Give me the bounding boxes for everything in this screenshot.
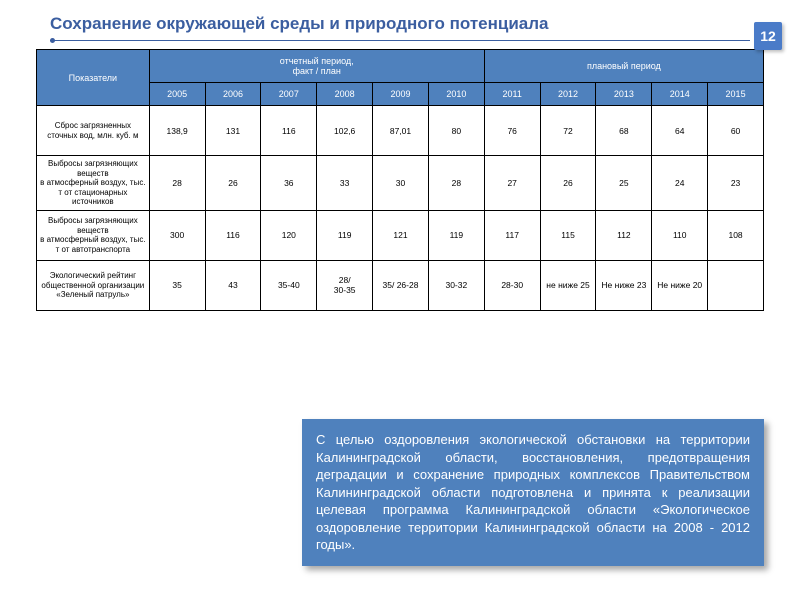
data-cell: 300 — [149, 210, 205, 260]
data-cell: 72 — [540, 106, 596, 156]
data-cell: 30-32 — [428, 260, 484, 310]
note-box: С целью оздоровления экологической обста… — [302, 419, 764, 566]
table-body: Сброс загрязненных сточных вод, млн. куб… — [37, 106, 764, 311]
th-year: 2010 — [428, 83, 484, 106]
data-cell: 131 — [205, 106, 261, 156]
data-table-container: Показатели отчетный период, факт / план … — [36, 49, 764, 311]
th-year: 2007 — [261, 83, 317, 106]
data-cell: 87,01 — [373, 106, 429, 156]
data-cell: 26 — [205, 156, 261, 211]
data-cell: 28 — [149, 156, 205, 211]
data-cell: 30 — [373, 156, 429, 211]
th-year: 2012 — [540, 83, 596, 106]
data-cell: 35-40 — [261, 260, 317, 310]
data-cell: Не ниже 23 — [596, 260, 652, 310]
data-cell: 28/ 30-35 — [317, 260, 373, 310]
data-cell: Не ниже 20 — [652, 260, 708, 310]
data-cell: 112 — [596, 210, 652, 260]
th-year: 2011 — [484, 83, 540, 106]
row-label: Выбросы загрязняющих веществ в атмосферн… — [37, 156, 150, 211]
data-cell: 108 — [708, 210, 764, 260]
data-cell: 28-30 — [484, 260, 540, 310]
page-title: Сохранение окружающей среды и природного… — [50, 14, 750, 34]
data-cell: 64 — [652, 106, 708, 156]
data-cell: 119 — [428, 210, 484, 260]
data-cell: 33 — [317, 156, 373, 211]
data-cell: 27 — [484, 156, 540, 211]
data-cell: 138,9 — [149, 106, 205, 156]
data-cell: 35/ 26-28 — [373, 260, 429, 310]
data-cell: не ниже 25 — [540, 260, 596, 310]
data-cell: 76 — [484, 106, 540, 156]
data-cell: 119 — [317, 210, 373, 260]
th-year: 2005 — [149, 83, 205, 106]
th-period-plan: плановый период — [484, 50, 763, 83]
data-cell: 80 — [428, 106, 484, 156]
data-cell: 102,6 — [317, 106, 373, 156]
th-year: 2014 — [652, 83, 708, 106]
th-year: 2013 — [596, 83, 652, 106]
th-indicator: Показатели — [37, 50, 150, 106]
table-row: Выбросы загрязняющих веществ в атмосферн… — [37, 210, 764, 260]
data-cell: 35 — [149, 260, 205, 310]
data-cell: 25 — [596, 156, 652, 211]
row-label: Экологический рейтинг общественной орган… — [37, 260, 150, 310]
th-year: 2015 — [708, 83, 764, 106]
th-year: 2008 — [317, 83, 373, 106]
data-cell: 60 — [708, 106, 764, 156]
data-cell: 117 — [484, 210, 540, 260]
data-cell: 23 — [708, 156, 764, 211]
data-cell: 26 — [540, 156, 596, 211]
data-cell: 121 — [373, 210, 429, 260]
data-cell: 115 — [540, 210, 596, 260]
table-row: Выбросы загрязняющих веществ в атмосферн… — [37, 156, 764, 211]
table-row: Сброс загрязненных сточных вод, млн. куб… — [37, 106, 764, 156]
row-label: Сброс загрязненных сточных вод, млн. куб… — [37, 106, 150, 156]
table-row: Экологический рейтинг общественной орган… — [37, 260, 764, 310]
data-cell: 36 — [261, 156, 317, 211]
row-label: Выбросы загрязняющих веществ в атмосферн… — [37, 210, 150, 260]
data-cell: 43 — [205, 260, 261, 310]
data-cell: 110 — [652, 210, 708, 260]
data-cell: 24 — [652, 156, 708, 211]
data-cell: 120 — [261, 210, 317, 260]
data-cell: 116 — [261, 106, 317, 156]
th-period-fact: отчетный период, факт / план — [149, 50, 484, 83]
page-number-badge: 12 — [754, 22, 782, 50]
data-table: Показатели отчетный период, факт / план … — [36, 49, 764, 311]
th-year: 2009 — [373, 83, 429, 106]
data-cell: 116 — [205, 210, 261, 260]
data-cell: 28 — [428, 156, 484, 211]
data-cell: 68 — [596, 106, 652, 156]
th-year: 2006 — [205, 83, 261, 106]
data-cell — [708, 260, 764, 310]
title-divider — [50, 40, 750, 41]
